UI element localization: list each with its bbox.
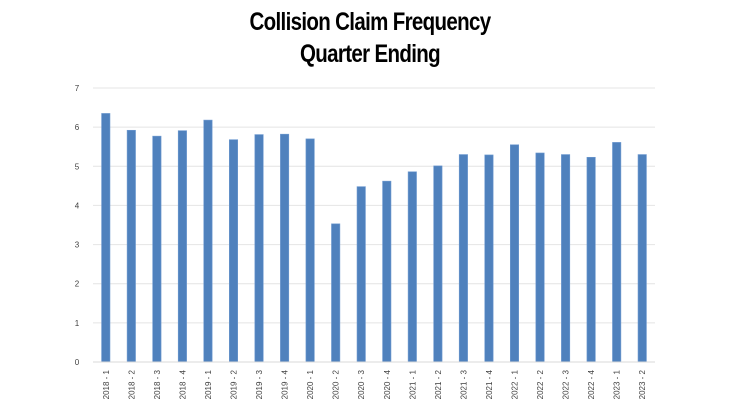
bar (229, 139, 239, 363)
y-tick-label: 1 (75, 319, 80, 328)
chart-title: Collision Claim Frequency (249, 8, 491, 36)
bar (305, 138, 315, 363)
x-tick-label: 2019 - 2 (230, 369, 239, 399)
bar (254, 134, 264, 363)
y-tick-label: 7 (75, 84, 80, 93)
gridlines (93, 87, 655, 324)
bar (458, 154, 468, 363)
chart-subtitle: Quarter Ending (299, 40, 441, 68)
bar (126, 129, 136, 363)
bar (382, 180, 392, 363)
x-tick-label: 2021 - 4 (485, 369, 494, 399)
x-tick-label: 2022 - 1 (511, 369, 520, 399)
x-tick-label: 2018 - 3 (153, 369, 162, 399)
bar (280, 133, 290, 363)
x-tick-label: 2021 - 3 (459, 369, 468, 399)
y-tick-label: 2 (75, 280, 80, 289)
y-tick-label: 3 (75, 241, 80, 250)
bar (433, 165, 443, 363)
bar (203, 119, 213, 363)
x-tick-label: 2022 - 4 (587, 369, 596, 399)
bar (612, 142, 622, 363)
bar (177, 130, 187, 363)
bar (509, 144, 519, 363)
bar (152, 135, 162, 363)
y-tick-label: 0 (75, 358, 80, 367)
x-axis-tick-labels: 2018 - 1 2018 - 2 2018 - 3 2018 - 4 2019 - 1… (102, 369, 647, 399)
y-axis-tick-labels: 0 1 2 3 4 5 6 7 (75, 84, 80, 367)
x-tick-label: 2020 - 4 (383, 369, 392, 399)
y-tick-label: 4 (75, 201, 80, 210)
x-tick-label: 2018 - 2 (127, 369, 136, 399)
bar (407, 171, 417, 363)
x-tick-label: 2020 - 3 (357, 369, 366, 399)
x-tick-label: 2021 - 2 (434, 369, 443, 399)
x-tick-label: 2022 - 3 (562, 369, 571, 399)
x-tick-label: 2018 - 1 (102, 369, 111, 399)
bar (586, 156, 596, 363)
bar (637, 154, 647, 363)
bar (561, 154, 571, 363)
x-tick-label: 2018 - 4 (178, 369, 187, 399)
chart-title-block: Collision Claim Frequency Quarter Ending (67, 6, 674, 70)
x-tick-label: 2021 - 1 (408, 369, 417, 399)
x-tick-label: 2020 - 2 (332, 369, 341, 399)
x-tick-label: 2019 - 1 (204, 369, 213, 399)
x-tick-label: 2023 - 1 (613, 369, 622, 399)
bar (331, 223, 341, 363)
x-tick-label: 2019 - 4 (281, 369, 290, 399)
x-tick-label: 2022 - 2 (536, 369, 545, 399)
y-tick-label: 5 (75, 162, 80, 171)
bar (101, 113, 111, 363)
bar (535, 152, 545, 363)
bar-series (101, 113, 647, 363)
x-tick-label: 2019 - 3 (255, 369, 264, 399)
x-tick-label: 2020 - 1 (306, 369, 315, 399)
bar (356, 186, 366, 363)
y-tick-label: 6 (75, 123, 80, 132)
bar (484, 154, 494, 363)
x-tick-label: 2023 - 2 (638, 369, 647, 399)
